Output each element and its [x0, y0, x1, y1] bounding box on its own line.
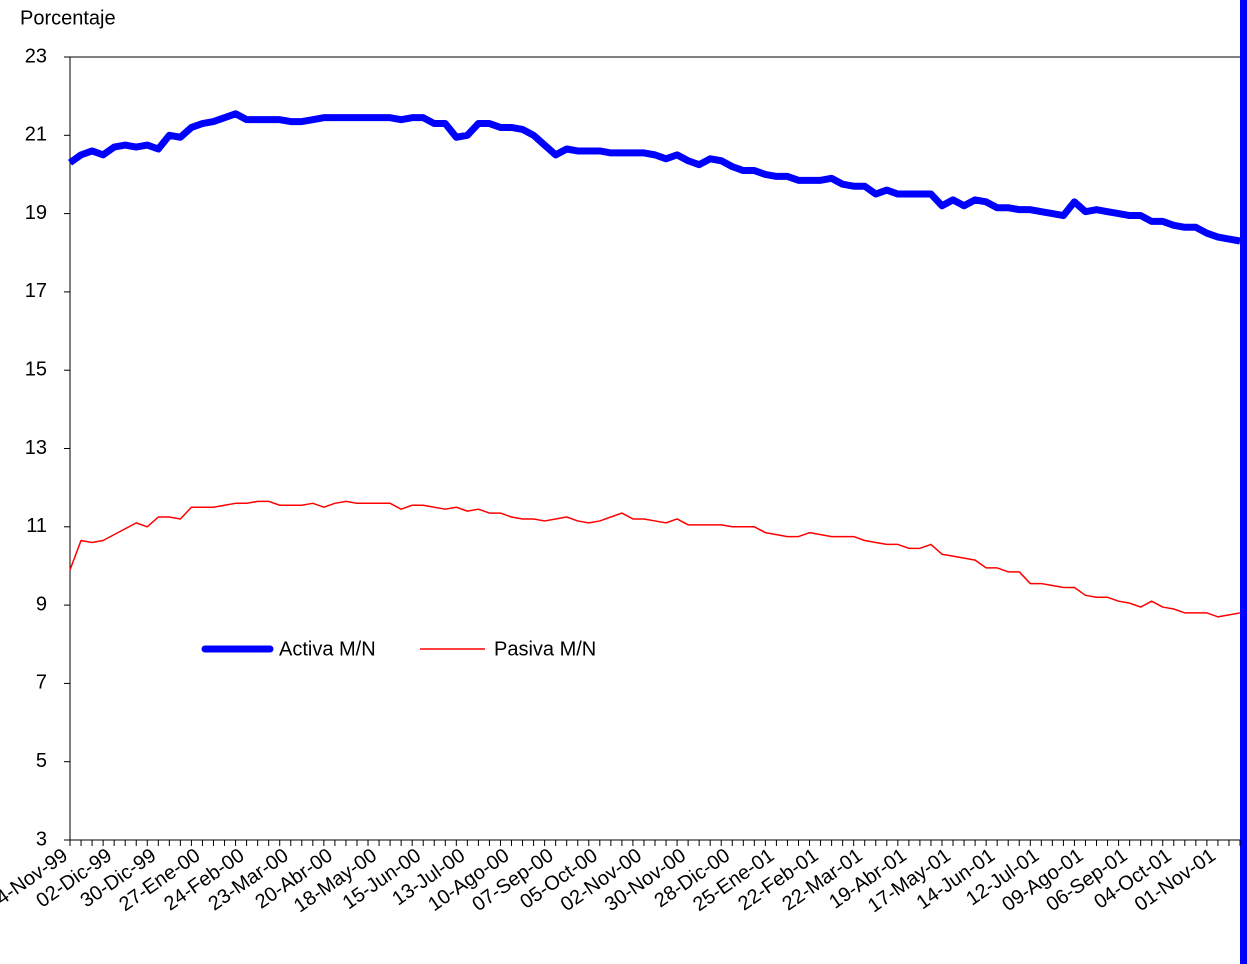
- y-axis-label: Porcentaje: [20, 7, 116, 29]
- y-tick-label: 21: [25, 124, 47, 146]
- edge-bar: [1240, 0, 1247, 964]
- y-tick-label: 17: [25, 280, 47, 302]
- y-tick-label: 13: [25, 437, 47, 459]
- y-tick-label: 15: [25, 358, 47, 380]
- y-tick-label: 9: [36, 593, 47, 615]
- legend-label: Pasiva M/N: [494, 638, 596, 660]
- y-tick-label: 23: [25, 45, 47, 67]
- legend-label: Activa M/N: [279, 638, 376, 660]
- y-tick-label: 3: [36, 828, 47, 850]
- series-line: [67, 110, 1241, 245]
- y-tick-label: 5: [36, 750, 47, 772]
- y-tick-label: 19: [25, 202, 47, 224]
- y-tick-label: 7: [36, 672, 47, 694]
- y-tick-label: 11: [26, 515, 47, 537]
- series-line: [69, 500, 1241, 618]
